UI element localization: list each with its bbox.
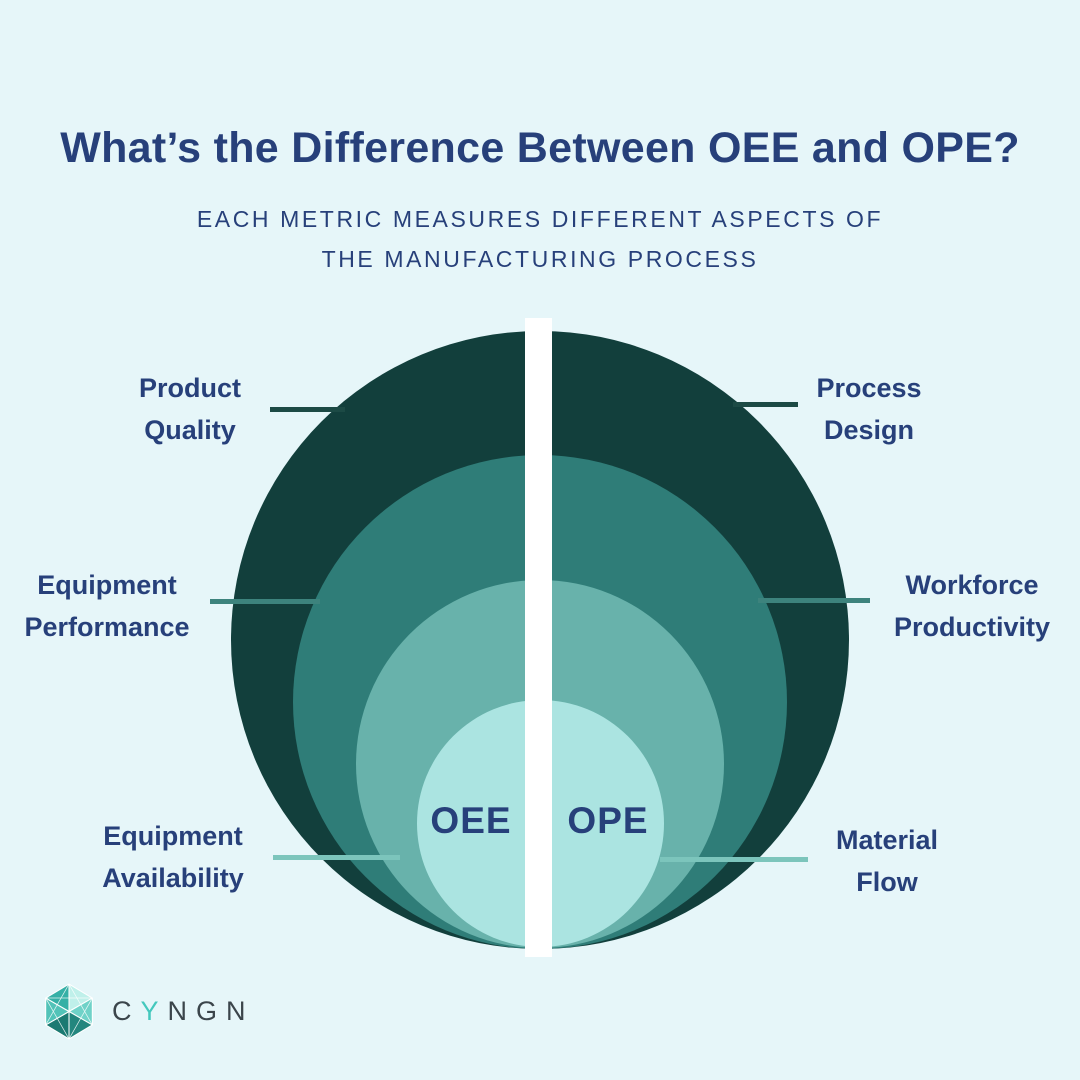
page-subtitle: EACH METRIC MEASURES DIFFERENT ASPECTS O… — [196, 206, 884, 272]
connector-process-design — [733, 402, 798, 407]
split-divider — [525, 318, 552, 957]
wordmark-letter-c: C — [112, 996, 141, 1026]
connector-workforce-productivity — [758, 598, 870, 603]
page-title: What’s the Difference Between OEE and OP… — [60, 124, 1020, 172]
brand-logo: CYNGN — [43, 983, 255, 1040]
label-workforce-productivity: Workforce Productivity — [893, 570, 1051, 642]
ope-metric-label: OPE — [567, 800, 649, 841]
oee-metric-label: OEE — [430, 800, 512, 841]
wordmark-letter-y: Y — [140, 996, 168, 1026]
connector-material-flow — [660, 857, 808, 862]
connector-equipment-availability — [273, 855, 400, 860]
brand-wordmark: CYNGN — [112, 983, 255, 1040]
label-equipment-availability: Equipment Availability — [102, 821, 244, 893]
label-material-flow: Material Flow — [835, 825, 939, 897]
label-product-quality: Product Quality — [138, 373, 242, 445]
connector-product-quality — [270, 407, 345, 412]
label-process-design: Process Design — [816, 373, 922, 445]
connector-equipment-performance — [210, 599, 320, 604]
label-equipment-performance: Equipment Performance — [24, 570, 190, 642]
cyngn-gem-icon — [45, 983, 93, 1040]
wordmark-letters-ngn: NGN — [167, 996, 255, 1026]
